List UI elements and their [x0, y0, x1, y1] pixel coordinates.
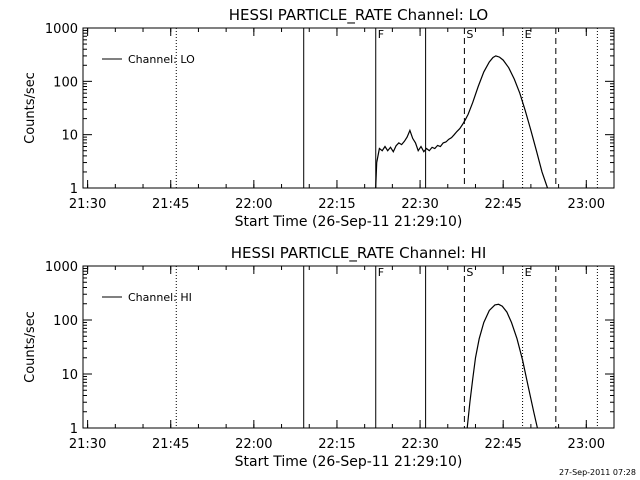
x-tick-label: 22:00: [235, 437, 272, 452]
x-tick-label: 22:15: [318, 197, 355, 212]
event-marker-label: E: [525, 28, 532, 41]
footer-timestamp: 27-Sep-2011 07:28: [559, 468, 636, 477]
x-tick-label: 21:30: [69, 197, 106, 212]
x-tick-label: 22:15: [318, 437, 355, 452]
event-marker-label: S: [466, 266, 473, 279]
event-marker-label: S: [466, 28, 473, 41]
x-tick-label: 23:00: [568, 197, 605, 212]
y-tick-label: 1000: [45, 22, 78, 37]
y-axis-label: Counts/sec: [23, 72, 38, 144]
x-tick-label: 22:00: [235, 197, 272, 212]
y-tick-label: 10: [61, 368, 78, 383]
y-tick-label: 1000: [45, 260, 78, 275]
y-tick-label: 100: [53, 314, 78, 329]
y-axis-label: Counts/sec: [23, 311, 38, 383]
panel-lo-channel: HESSI PARTICLE_RATE Channel: LO 1 10 100 100…: [23, 6, 615, 230]
series-line: [466, 303, 538, 429]
legend-label: Channel: HI: [128, 291, 192, 304]
y-tick-label: 1: [70, 182, 78, 197]
event-marker-label: E: [525, 266, 532, 279]
x-tick-label: 23:00: [568, 437, 605, 452]
plot-frame: [82, 265, 615, 429]
event-marker-label: F: [378, 266, 384, 279]
x-tick-label: 22:30: [401, 437, 438, 452]
event-marker-label: F: [378, 28, 384, 41]
x-tick-label: 22:45: [484, 197, 521, 212]
plot-frame: [82, 27, 615, 189]
x-tick-label: 21:30: [69, 437, 106, 452]
panel-hi-channel: HESSI PARTICLE_RATE Channel: HI 1 10 100 100…: [23, 244, 615, 470]
chart-title: HESSI PARTICLE_RATE Channel: LO: [229, 6, 488, 25]
x-axis-label: Start Time (26-Sep-11 21:29:10): [235, 454, 463, 470]
y-tick-label: 100: [53, 75, 78, 90]
chart-title: HESSI PARTICLE_RATE Channel: HI: [231, 244, 487, 263]
x-axis-label: Start Time (26-Sep-11 21:29:10): [235, 214, 463, 230]
x-tick-label: 22:30: [401, 197, 438, 212]
x-tick-label: 21:45: [152, 437, 189, 452]
legend-label: Channel: LO: [128, 53, 195, 66]
x-tick-label: 21:45: [152, 197, 189, 212]
y-tick-label: 1: [70, 422, 78, 437]
y-tick-label: 10: [61, 129, 78, 144]
x-tick-label: 22:45: [484, 437, 521, 452]
series-line: [375, 55, 549, 189]
